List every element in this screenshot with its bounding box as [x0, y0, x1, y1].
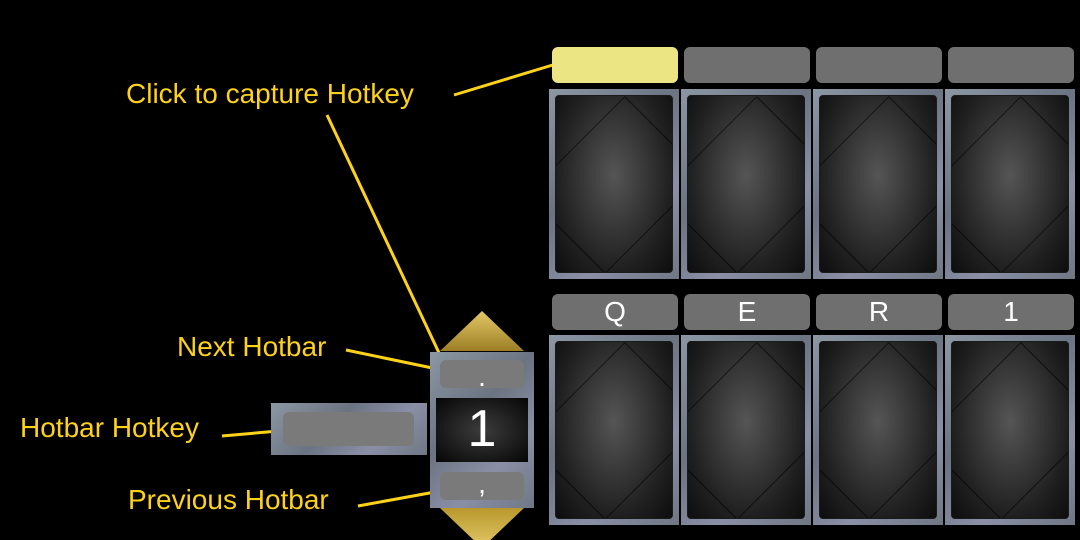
annotation-capture-hotkey: Click to capture Hotkey: [126, 78, 414, 109]
next-hotbar-arrow-icon[interactable]: [440, 311, 524, 351]
slot-card-back: [951, 341, 1069, 519]
line-capture-hotkey-to-next: [325, 114, 450, 373]
hotbar-slot-bottom-4[interactable]: [945, 335, 1075, 525]
hotkey-button-bottom-1[interactable]: Q: [552, 294, 678, 330]
hotbar-slot-top-3[interactable]: [813, 89, 943, 279]
annotation-next-hotbar: Next Hotbar: [177, 331, 327, 362]
slot-card-back: [819, 95, 937, 273]
slot-card-back: [687, 95, 805, 273]
hotkey-button-top-1[interactable]: [552, 47, 678, 83]
hotkey-button-top-3[interactable]: [816, 47, 942, 83]
slot-card-back: [819, 341, 937, 519]
line-capture-hotkey: [453, 62, 557, 97]
hotbar-slot-bottom-3[interactable]: [813, 335, 943, 525]
annotation-previous-hotbar: Previous Hotbar: [128, 484, 329, 515]
hotkey-button-bottom-2[interactable]: E: [684, 294, 810, 330]
annotation-hotbar-hotkey: Hotbar Hotkey: [20, 412, 199, 443]
hotbar-slot-bottom-2[interactable]: [681, 335, 811, 525]
next-hotbar-hotkey-button[interactable]: .: [440, 360, 524, 392]
hotkey-button-top-2[interactable]: [684, 47, 810, 83]
line-next-hotbar: [345, 348, 443, 372]
hotbar-number: 1: [436, 398, 528, 462]
hotkey-button-bottom-4[interactable]: 1: [948, 294, 1074, 330]
hotbar-slot-top-4[interactable]: [945, 89, 1075, 279]
hotbar-slot-top-2[interactable]: [681, 89, 811, 279]
previous-hotbar-hotkey-button[interactable]: ,: [440, 470, 524, 500]
hotbar-hotkey-button[interactable]: [283, 412, 414, 446]
slot-card-back: [951, 95, 1069, 273]
previous-hotbar-arrow-icon[interactable]: [440, 508, 524, 540]
slot-card-back: [555, 95, 673, 273]
hotkey-button-bottom-3[interactable]: R: [816, 294, 942, 330]
hotkey-button-top-4[interactable]: [948, 47, 1074, 83]
slot-card-back: [687, 341, 805, 519]
hotbar-slot-top-1[interactable]: [549, 89, 679, 279]
hotbar-slot-bottom-1[interactable]: [549, 335, 679, 525]
slot-card-back: [555, 341, 673, 519]
